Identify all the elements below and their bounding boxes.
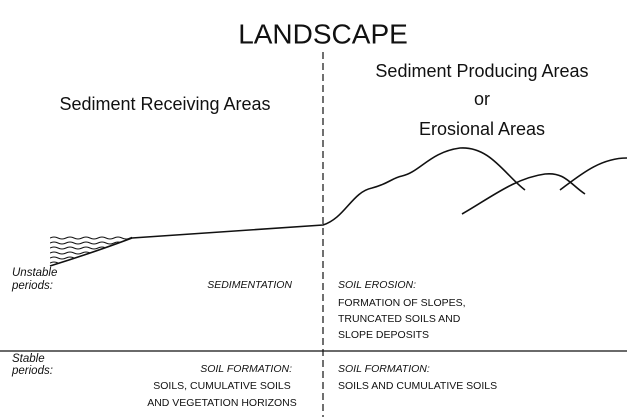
cell-line: TRUNCATED SOILS AND (338, 313, 461, 325)
cell-heading: SOIL EROSION: (338, 279, 416, 291)
cell-line: SLOPE DEPOSITS (338, 329, 429, 341)
right-heading: Sediment Producing Areas (375, 61, 588, 81)
row-label: Stable (12, 353, 45, 365)
right-heading: or (474, 89, 490, 109)
diagram: LANDSCAPE Sediment Receiving Areas Sedim… (0, 0, 627, 417)
cell-heading: SEDIMENTATION (207, 279, 292, 291)
landscape (50, 148, 627, 266)
cell-line: AND VEGETATION HORIZONS (147, 397, 297, 409)
cell-line: SOILS, CUMULATIVE SOILS (153, 380, 291, 392)
cell-line: FORMATION OF SLOPES, (338, 297, 466, 309)
title: LANDSCAPE (238, 18, 408, 49)
terrain-line (50, 148, 525, 266)
cell-line: SOILS AND CUMULATIVE SOILS (338, 380, 497, 392)
right-heading: Erosional Areas (419, 119, 545, 139)
hill-line (560, 158, 627, 190)
row-label: periods: (11, 280, 53, 292)
row-label: Unstable (12, 267, 57, 279)
left-heading: Sediment Receiving Areas (59, 94, 270, 114)
cell-heading: SOIL FORMATION: (338, 363, 430, 375)
hill-line (462, 174, 585, 214)
cell-heading: SOIL FORMATION: (200, 363, 292, 375)
row-label: periods: (11, 365, 53, 377)
